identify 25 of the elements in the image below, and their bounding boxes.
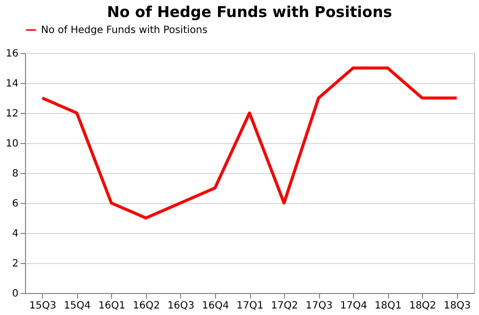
y-tick-label: 6 — [12, 198, 18, 210]
y-tick-label: 14 — [6, 78, 18, 90]
y-tick-label: 10 — [6, 138, 18, 150]
legend-label: No of Hedge Funds with Positions — [41, 25, 208, 36]
y-tick-label: 4 — [12, 228, 18, 240]
x-tick-label: 18Q2 — [409, 300, 436, 312]
y-tick-label: 0 — [12, 288, 18, 300]
x-tick-label: 16Q3 — [167, 300, 194, 312]
x-tick-label: 15Q4 — [64, 300, 91, 312]
y-tick-label: 12 — [6, 108, 18, 120]
x-tick-label: 17Q1 — [236, 300, 264, 312]
x-tick-label: 16Q4 — [202, 300, 229, 312]
x-tick-label: 18Q1 — [374, 300, 402, 312]
y-tick-label: 16 — [6, 48, 18, 60]
x-tick-label: 16Q2 — [132, 300, 160, 312]
x-tick-label: 17Q4 — [340, 300, 368, 312]
x-tick-label: 18Q3 — [444, 300, 471, 312]
y-tick-label: 8 — [12, 168, 18, 180]
x-tick-label: 16Q1 — [98, 300, 126, 312]
line-series — [40, 66, 458, 220]
x-tick-label: 15Q3 — [29, 300, 56, 312]
x-tick-label: 17Q2 — [271, 300, 298, 312]
y-tick-label: 2 — [12, 258, 18, 270]
chart-title: No of Hedge Funds with Positions — [106, 3, 392, 21]
x-tick-label: 17Q3 — [306, 300, 333, 312]
